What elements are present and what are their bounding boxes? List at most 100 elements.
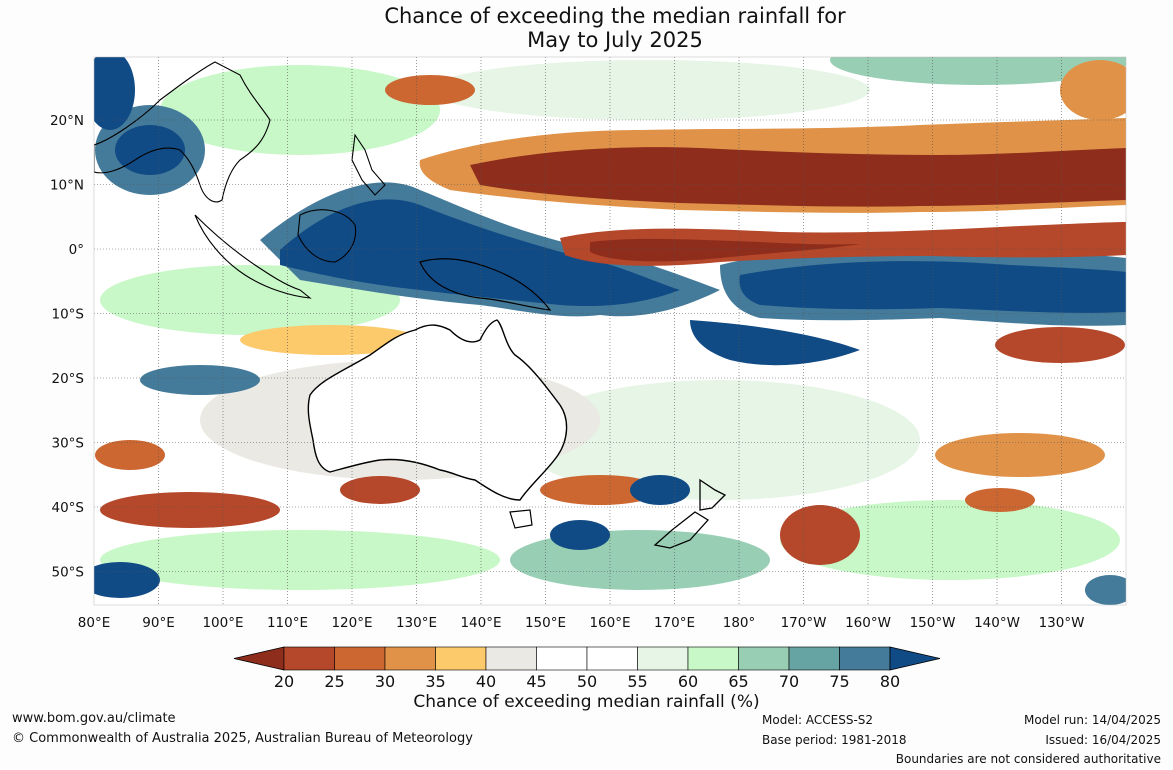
region-wet xyxy=(140,365,260,395)
colorbar-low-arrow xyxy=(233,646,285,671)
region-dry-core xyxy=(590,238,860,262)
colorbar-swatch xyxy=(536,646,588,671)
se-asia-outline xyxy=(94,61,271,203)
region-dry xyxy=(965,488,1035,512)
region-wet-core xyxy=(94,57,135,130)
region-above-median xyxy=(160,65,440,155)
colorbar-tick-label: 40 xyxy=(476,672,496,691)
region-dry xyxy=(240,325,420,355)
region-dry xyxy=(340,476,420,504)
colorbar-tick-label: 25 xyxy=(324,672,344,691)
longitude-label: 110°E xyxy=(267,615,308,631)
longitude-label: 90°E xyxy=(142,615,174,631)
colorbar-high-arrow xyxy=(889,646,941,671)
longitude-label: 150°E xyxy=(525,615,566,631)
longitude-label: 160°E xyxy=(589,615,630,631)
map-frame xyxy=(93,56,1127,606)
region-dry xyxy=(780,505,860,565)
longitude-labels: 80°E 90°E 100°E 110°E 120°E 130°E 140°E 150°E 16… xyxy=(78,615,1085,631)
website-text: www.bom.gov.au/climate xyxy=(12,711,176,726)
longitude-label: 80°E xyxy=(78,615,110,631)
region-wet-core xyxy=(550,520,610,550)
region-dry xyxy=(95,440,165,470)
philippines-outline xyxy=(351,133,386,196)
latitude-label: 10°N xyxy=(50,178,84,194)
longitude-label: 140°W xyxy=(974,615,1020,631)
region-above-median xyxy=(780,500,1120,580)
region-above-median xyxy=(510,530,770,590)
model-text: Model: ACCESS-S2 xyxy=(762,713,874,727)
colorbar-swatch xyxy=(738,646,790,671)
region-wet-core xyxy=(94,562,160,598)
longitude-label: 180° xyxy=(723,615,756,631)
colorbar-swatch xyxy=(687,646,739,671)
latitude-label: 0° xyxy=(69,242,84,258)
latitude-label: 30°S xyxy=(52,436,85,452)
colorbar-swatch xyxy=(839,646,891,671)
colorbar-label: Chance of exceeding median rainfall (%) xyxy=(413,692,760,712)
colorbar-tick-label: 20 xyxy=(274,672,294,691)
region-dry xyxy=(385,75,475,105)
region-above-median xyxy=(100,530,500,590)
longitude-label: 150°W xyxy=(910,615,956,631)
colorbar-tick-label: 30 xyxy=(375,672,395,691)
region-dry-core xyxy=(470,147,1126,207)
colorbar-tick-label: 70 xyxy=(779,672,799,691)
tasmania-outline xyxy=(509,509,533,529)
region-dry xyxy=(1060,60,1126,120)
colorbar-swatch xyxy=(637,646,689,671)
region-dry xyxy=(995,327,1125,363)
australia-outline xyxy=(307,319,568,501)
region-near-median xyxy=(430,60,870,120)
colorbar-tick-label: 50 xyxy=(577,672,597,691)
colorbar-swatch xyxy=(788,646,840,671)
region-wet xyxy=(1085,575,1126,605)
colorbar: 20 25 30 35 40 45 50 55 60 65 70 75 80 xyxy=(233,646,941,691)
model-run-text: Model run: 14/04/2025 xyxy=(1023,713,1161,727)
colorbar-tick-label: 80 xyxy=(880,672,900,691)
region-wet-core xyxy=(739,261,1126,313)
indonesia-outline xyxy=(194,214,312,299)
colorbar-tick-label: 60 xyxy=(678,672,698,691)
map-field xyxy=(94,57,1126,605)
latitude-label: 20°N xyxy=(50,113,84,129)
map-title-line2: May to July 2025 xyxy=(527,28,703,52)
graticule xyxy=(94,57,1126,605)
region-wet-core xyxy=(690,320,860,366)
map-title-line1: Chance of exceeding the median rainfall … xyxy=(384,4,846,28)
new-zealand-outline xyxy=(653,478,727,549)
region-dry xyxy=(100,492,280,528)
region-dry xyxy=(935,433,1105,477)
colorbar-swatch xyxy=(283,646,335,671)
latitude-label: 10°S xyxy=(52,307,85,323)
colorbar-tick-label: 55 xyxy=(627,672,647,691)
colorbar-swatch xyxy=(384,646,436,671)
new-guinea-outline xyxy=(419,258,552,311)
colorbar-swatch xyxy=(586,646,638,671)
colorbar-tick-label: 45 xyxy=(526,672,546,691)
copyright-text: © Commonwealth of Australia 2025, Austra… xyxy=(12,731,473,746)
issued-text: Issued: 16/04/2025 xyxy=(1045,733,1161,747)
latitude-labels: 20°N 10°N 0° 10°S 20°S 30°S 40°S 50°S xyxy=(50,113,84,581)
latitude-label: 40°S xyxy=(52,500,85,516)
colorbar-swatch xyxy=(485,646,537,671)
colorbar-tick-label: 65 xyxy=(728,672,748,691)
longitude-label: 170°W xyxy=(781,615,827,631)
colorbar-tick-label: 75 xyxy=(829,672,849,691)
region-wet-core xyxy=(115,125,185,175)
region-dry xyxy=(540,475,660,505)
longitude-label: 140°E xyxy=(460,615,501,631)
base-period-text: Base period: 1981-2018 xyxy=(762,733,907,747)
rainfall-map: 80°E 90°E 100°E 110°E 120°E 130°E 140°E 150°E 16… xyxy=(50,56,1127,691)
longitude-label: 120°E xyxy=(331,615,372,631)
colorbar-swatch xyxy=(435,646,487,671)
region-wet-core xyxy=(630,475,690,505)
colorbar-tick-label: 35 xyxy=(425,672,445,691)
region-wet-core xyxy=(280,199,680,307)
longitude-label: 160°W xyxy=(845,615,891,631)
boundaries-note: Boundaries are not considered authoritat… xyxy=(895,752,1161,766)
region-above-median xyxy=(830,57,1126,85)
latitude-label: 50°S xyxy=(52,565,85,581)
longitude-label: 100°E xyxy=(202,615,243,631)
longitude-label: 130°E xyxy=(396,615,437,631)
